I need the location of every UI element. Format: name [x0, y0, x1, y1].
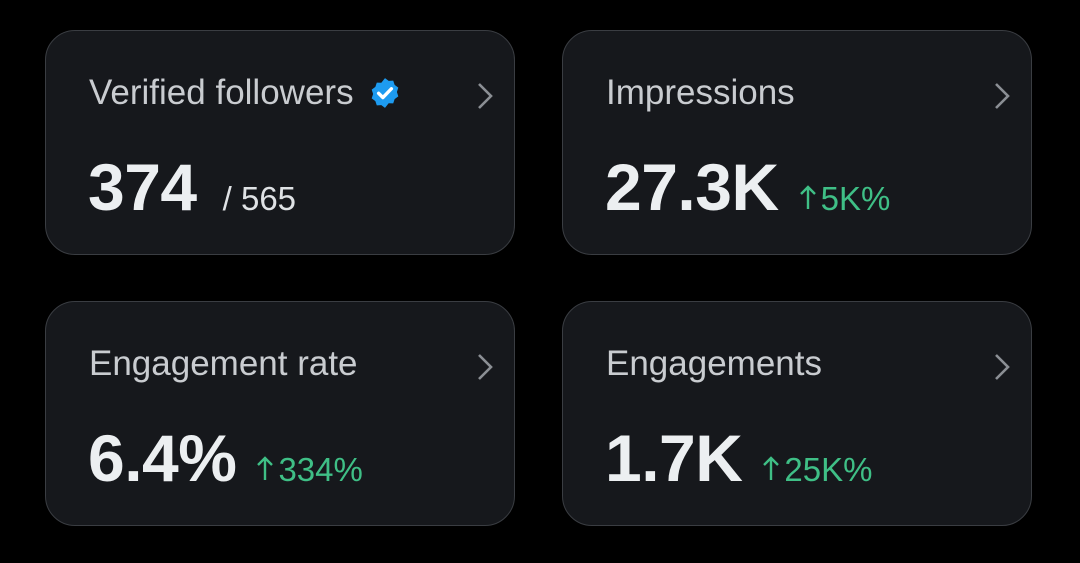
stat-card[interactable]: Verified followers 374 / 565 [45, 30, 515, 255]
card-value: 6.4% [88, 421, 237, 495]
card-label-row: Verified followers [89, 73, 402, 113]
up-arrow [257, 456, 274, 480]
card-label-row: Engagement rate [89, 344, 358, 384]
chevron [478, 83, 493, 109]
card-label-row: Engagements [606, 344, 822, 384]
value-row: 27.3K 5K% [605, 149, 890, 225]
card-value: 374 [88, 150, 197, 224]
card-label: Engagements [606, 344, 822, 383]
up-arrow [763, 456, 780, 480]
chevron [995, 83, 1010, 109]
card-label-row: Impressions [606, 73, 795, 113]
value-row: 6.4% 334% [88, 420, 363, 496]
stat-card[interactable]: Engagement rate 6.4% 334% [45, 301, 515, 526]
card-value: 1.7K [605, 421, 743, 495]
card-label: Impressions [606, 73, 795, 112]
verified-badge [371, 78, 398, 108]
chevron [995, 354, 1010, 380]
card-value: 27.3K [605, 150, 779, 224]
stat-card[interactable]: Impressions 27.3K 5K% [562, 30, 1032, 255]
value-row: 1.7K 25K% [605, 420, 872, 496]
change-text: 25K% [784, 451, 873, 488]
card-total: / 565 [222, 180, 297, 217]
card-label: Engagement rate [89, 344, 358, 383]
value-row: 374 / 565 [88, 149, 296, 225]
card-change: 25K% [762, 451, 872, 489]
card-change: 334% [256, 451, 363, 489]
chevron [478, 354, 493, 380]
card-label: Verified followers [89, 73, 354, 112]
stat-card[interactable]: Engagements 1.7K 25K% [562, 301, 1032, 526]
up-arrow [799, 185, 816, 209]
change-text: 5K% [820, 180, 891, 217]
card-change: 5K% [799, 180, 891, 218]
change-text: 334% [278, 451, 363, 488]
